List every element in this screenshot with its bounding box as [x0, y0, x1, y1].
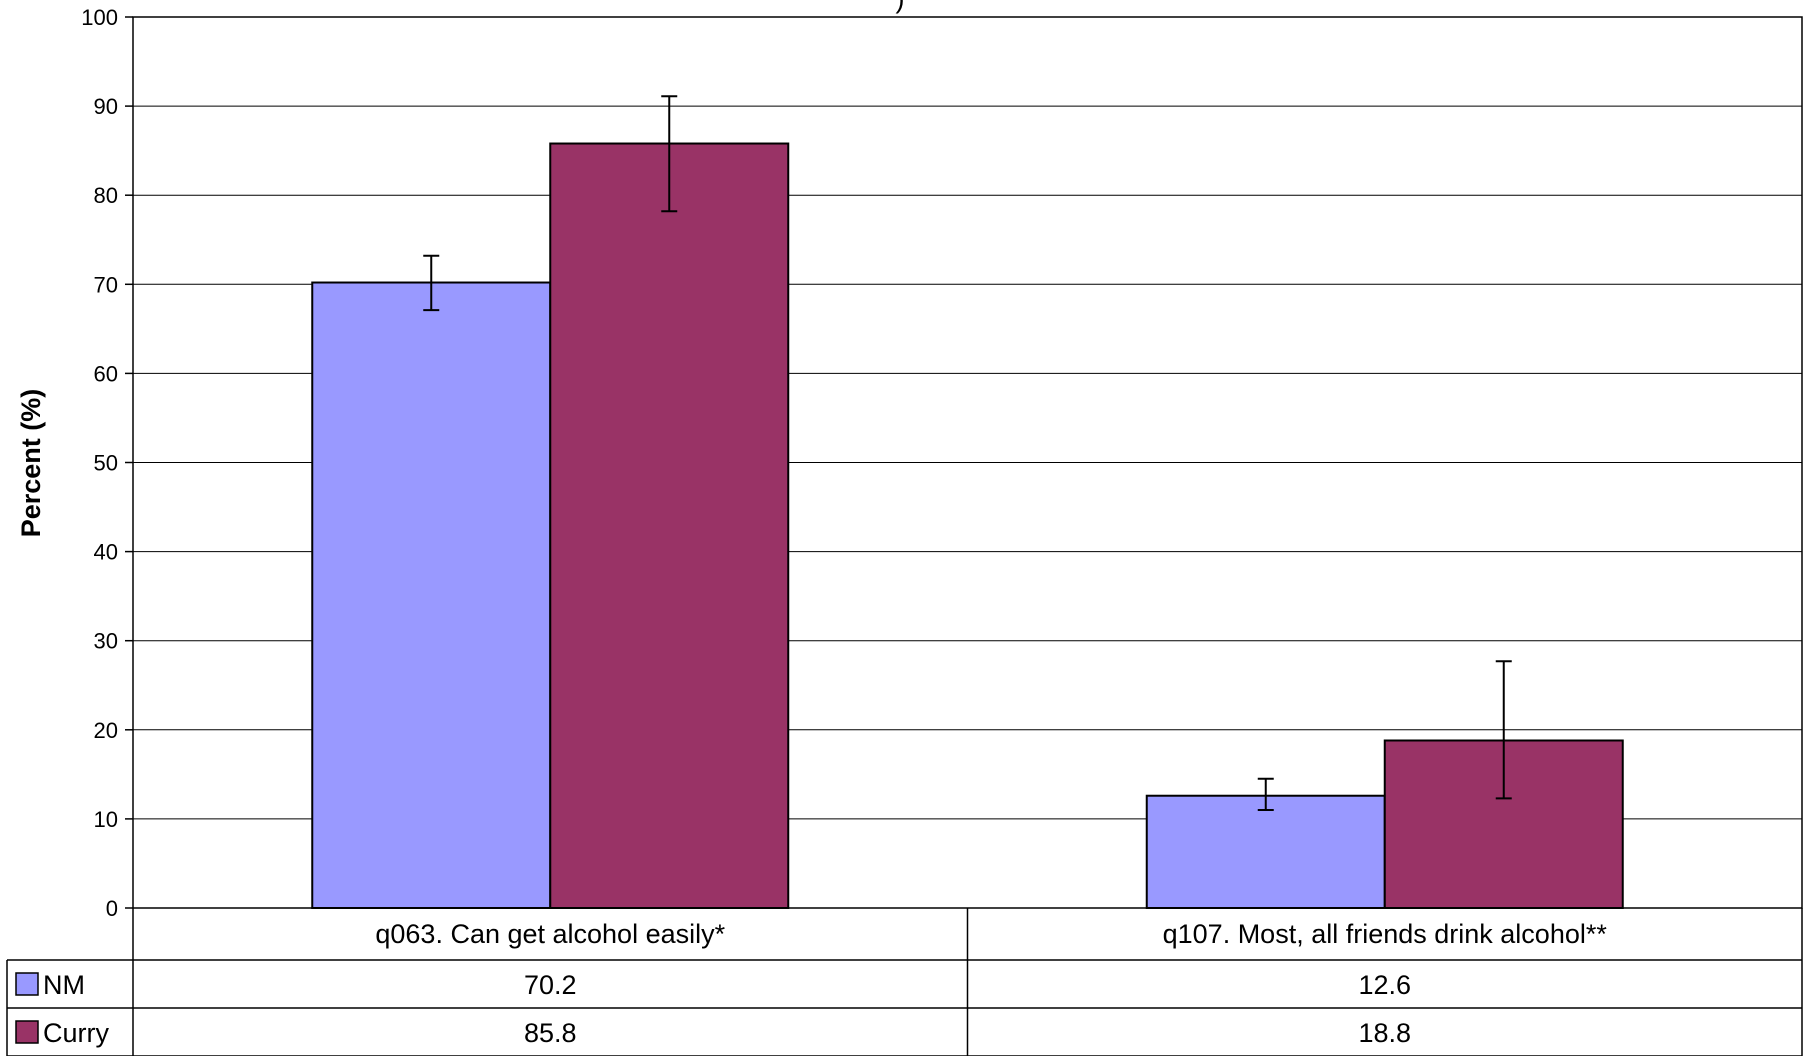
- y-tick-label: 40: [94, 540, 118, 565]
- legend-label-curry: Curry: [43, 1018, 109, 1048]
- legend-swatch-nm: [15, 972, 39, 996]
- table-value: 18.8: [1358, 1018, 1411, 1048]
- category-label: q107. Most, all friends drink alcohol**: [1163, 919, 1608, 949]
- bar-curry-1: [549, 142, 790, 910]
- y-tick-label: 30: [94, 629, 118, 654]
- y-axis-ticks: 0 10 20 30 40 50 60 70 80 90 100: [81, 5, 133, 921]
- y-tick-label: 20: [94, 718, 118, 743]
- bar-nm-2: [1145, 794, 1386, 910]
- bars: [311, 142, 1624, 910]
- y-tick-label: 100: [81, 5, 118, 30]
- table-value: 12.6: [1358, 970, 1411, 1000]
- category-label: q063. Can get alcohol easily*: [375, 919, 725, 949]
- data-table: q063. Can get alcohol easily* q107. Most,…: [6, 908, 1803, 1056]
- y-tick-label: 90: [94, 94, 118, 119]
- legend-label-nm: NM: [43, 970, 85, 1000]
- table-value: 70.2: [524, 970, 577, 1000]
- y-tick-label: 10: [94, 807, 118, 832]
- y-tick-label: 80: [94, 183, 118, 208]
- legend-swatch-curry: [15, 1020, 39, 1044]
- y-tick-label: 60: [94, 361, 118, 386]
- table-value: 85.8: [524, 1018, 577, 1048]
- bar-nm-1: [311, 281, 552, 909]
- y-axis-title: Percent (%): [16, 389, 46, 538]
- error-bars: [423, 95, 1512, 811]
- y-tick-label: 50: [94, 451, 118, 476]
- chart-title-fragment: ): [896, 0, 905, 14]
- y-tick-label: 70: [94, 272, 118, 297]
- y-tick-label: 0: [106, 896, 118, 921]
